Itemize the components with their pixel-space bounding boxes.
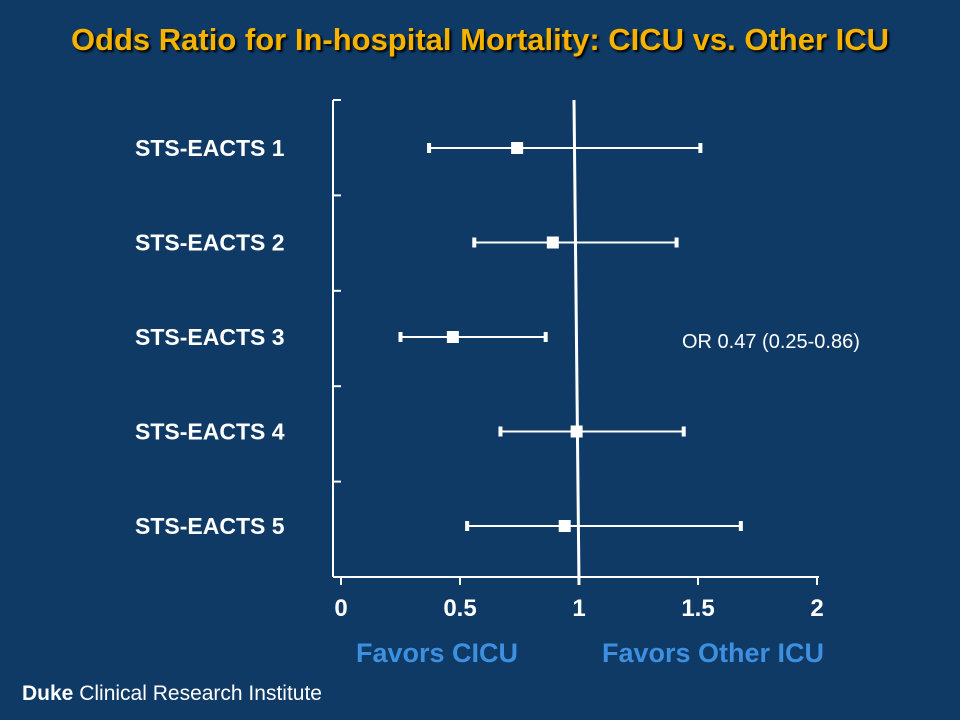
or-annotation: OR 0.47 (0.25-0.86) [682,331,860,353]
ci-upper-cap [543,332,548,342]
point-estimate [546,236,559,249]
favors-other-icu-label: Favors Other ICU [602,638,825,668]
row-label: STS-EACTS 1 [135,135,285,161]
x-tick-label: 0 [334,595,347,622]
plot-axes [332,99,819,578]
ci-upper-cap [738,521,743,531]
x-tick-label: 1 [572,595,585,622]
plot-rows: STS-EACTS 1 STS-EACTS 2 STS-EACTS 3 STS-EAC… [135,135,743,539]
reference-line [572,99,581,586]
forest-row: STS-EACTS 2 [135,230,679,256]
logo-rest: Clinical Research Institute [79,682,322,705]
x-tick-label: 0.5 [443,595,476,622]
ci-lower-cap [465,521,470,531]
point-estimate [558,520,571,532]
ci-lower-cap [427,143,432,153]
row-label: STS-EACTS 3 [135,324,285,350]
forest-row: STS-EACTS 5 [135,513,743,539]
forest-row: STS-EACTS 1 [135,135,703,161]
row-label: STS-EACTS 4 [135,419,285,445]
slide-title: Odds Ratio for In-hospital Mortality: CI… [70,22,890,57]
ci-upper-cap [674,237,679,248]
x-tick-label: 2 [810,595,823,622]
ci-lower-cap [472,237,477,248]
ci-upper-cap [681,426,686,437]
row-label: STS-EACTS 2 [135,230,285,256]
point-estimate [511,142,524,154]
logo-duke: Duke [22,682,74,705]
ci-lower-cap [498,426,503,437]
x-ticks: 0 0.5 1 1.5 2 [334,577,824,622]
favors-cicu-label: Favors CICU [356,638,519,668]
institute-logo: Duke Clinical Research Institute [22,682,322,706]
point-estimate [446,331,459,343]
forest-row: STS-EACTS 3 [135,324,548,350]
row-label: STS-EACTS 5 [135,513,285,539]
x-tick-label: 1.5 [681,595,714,622]
ci-upper-cap [698,143,703,153]
forest-row: STS-EACTS 4 [135,419,686,445]
ci-lower-cap [398,332,403,342]
